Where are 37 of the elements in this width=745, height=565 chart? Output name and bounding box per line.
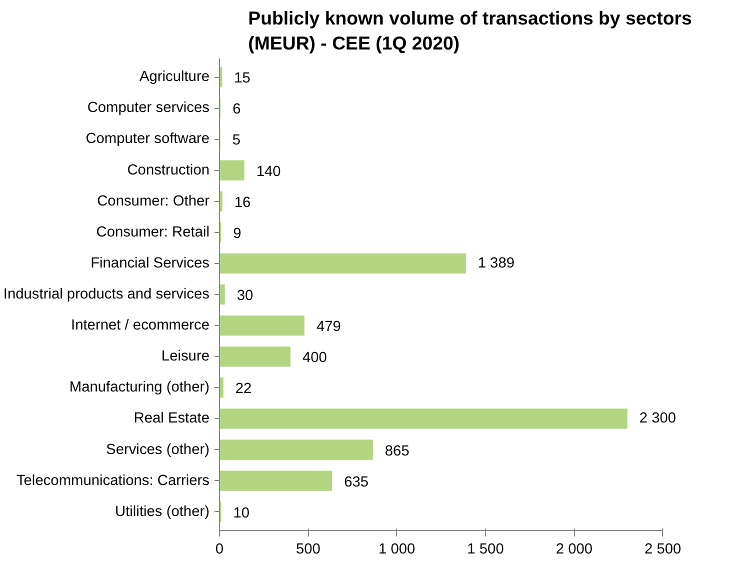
data-label: 5 [232,132,241,149]
x-tick-label: 0 [215,542,224,558]
x-tick-label: 1 500 [467,542,504,558]
y-tick-label: Manufacturing (other) [69,380,210,396]
x-tick-label: 2 000 [556,542,593,558]
data-label: 479 [316,319,341,336]
y-tick-label: Computer software [86,131,210,148]
data-label: 9 [233,226,242,242]
chart-title: Publicly known volume of transactions by sectors (MEUR) - CEE (1Q 2020) [248,7,692,54]
data-label: 10 [233,505,250,522]
y-tick-label: Leisure [161,348,210,365]
data-label: 6 [232,102,241,118]
data-label: 22 [235,381,252,398]
y-tick-label: Services (other) [106,442,210,458]
y-tick-label: Construction [127,162,210,178]
data-label: 16 [234,194,251,211]
data-label: 635 [344,474,369,490]
y-tick-label: Consumer: Other [97,193,210,210]
data-label: 865 [384,443,410,460]
y-tick-label: Consumer: Retail [96,224,210,240]
data-label: 30 [236,288,254,304]
data-label: 1 389 [478,255,515,272]
data-label: 400 [302,350,327,366]
y-tick-label: Agriculture [139,69,210,86]
y-tick-label: Industrial products and services [3,286,210,302]
y-tick-label: Real Estate [134,410,210,427]
y-tick-label: Internet / ecommerce [71,318,210,334]
x-tick-label: 1 000 [378,542,416,558]
y-tick-label: Financial Services [90,255,210,272]
x-tick-label: 500 [296,542,320,558]
data-label: 140 [256,164,281,180]
x-tick-label: 2 500 [644,542,682,558]
y-tick-label: Computer services [87,100,210,116]
data-label: 2 300 [639,410,676,427]
y-tick-label: Utilities (other) [115,504,210,520]
y-tick-label: Telecommunications: Carriers [16,472,210,489]
data-label: 15 [234,70,250,87]
